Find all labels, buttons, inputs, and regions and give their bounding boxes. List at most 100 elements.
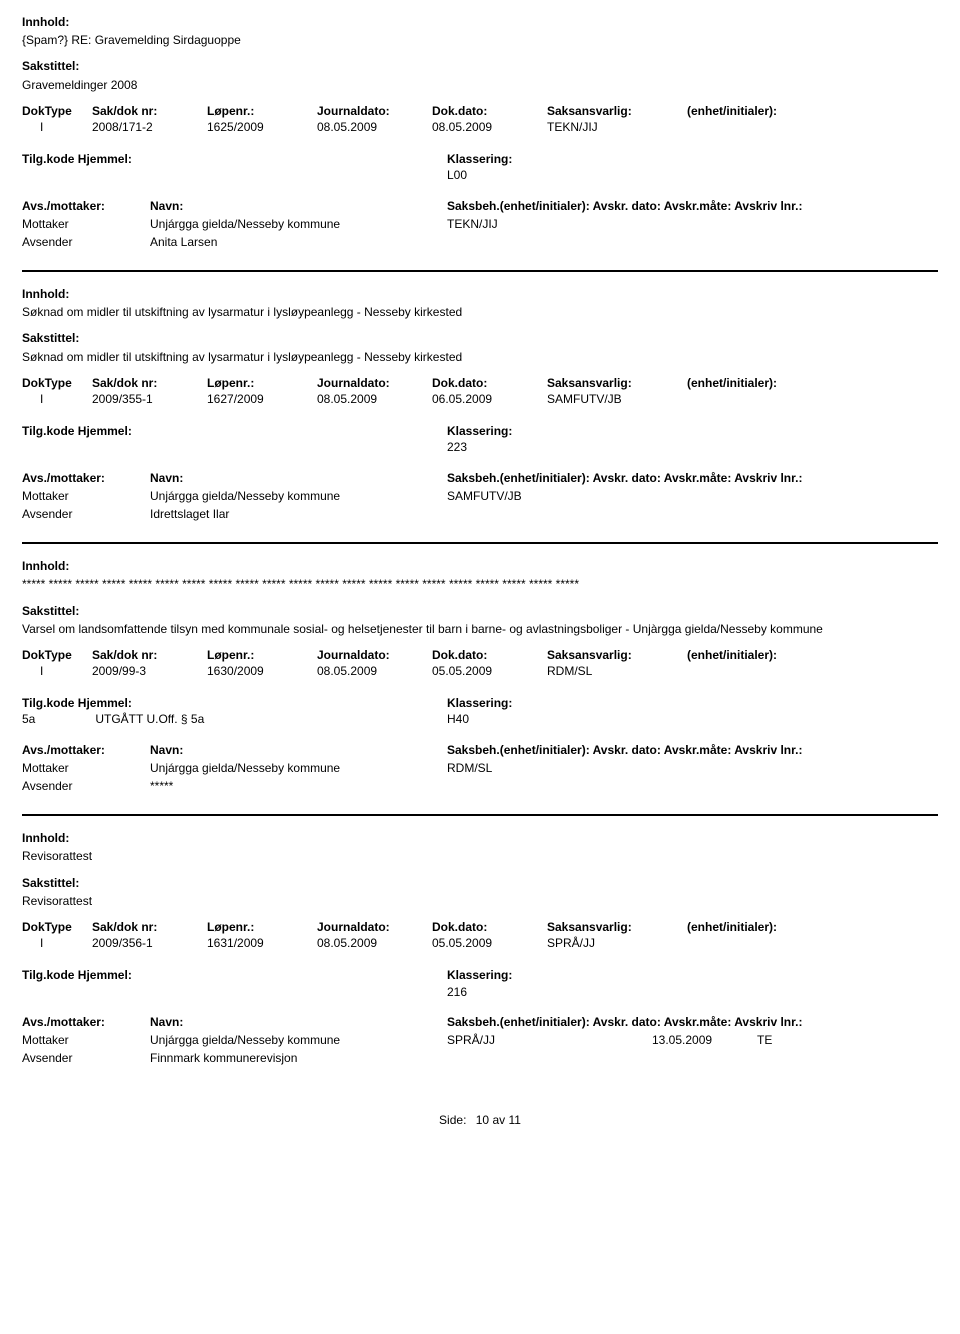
journaldato-label: Journaldato: [317,103,432,119]
avsender-navn: Anita Larsen [150,234,447,250]
avsender-label: Avsender [22,234,150,250]
saksbeh-header: Saksbeh.(enhet/initialer): Avskr. dato: … [447,1014,938,1030]
lopenr-value: 1631/2009 [207,935,317,951]
avsender-row: Avsender ***** [22,778,938,794]
saksansvarlig-label: Saksansvarlig: [547,375,687,391]
record-header-row: DokType I Sak/dok nr: 2008/171-2 Løpenr.… [22,103,938,135]
avsender-navn: Finnmark kommunerevisjon [150,1050,447,1066]
lopenr-value: 1630/2009 [207,663,317,679]
tilg-klass-row: Tilg.kode Hjemmel: Klassering: 223 [22,423,938,455]
tilgkode-label: Tilg.kode [22,968,74,982]
saksansvarlig-label: Saksansvarlig: [547,647,687,663]
saksansvarlig-label: Saksansvarlig: [547,919,687,935]
hjemmel-label: Hjemmel: [78,152,132,166]
innhold-text: ***** ***** ***** ***** ***** ***** ****… [22,576,938,592]
saksbeh-value: RDM/SL [447,760,652,776]
avsmottaker-label: Avs./mottaker: [22,198,150,214]
sakdok-value: 2009/355-1 [92,391,207,407]
lopenr-label: Løpenr.: [207,647,317,663]
avs-header-row: Avs./mottaker: Navn: Saksbeh.(enhet/init… [22,742,938,758]
journaldato-value: 08.05.2009 [317,119,432,135]
lopenr-label: Løpenr.: [207,919,317,935]
dokdato-value: 06.05.2009 [432,391,547,407]
sakstittel-label: Sakstittel: [22,875,938,891]
lopenr-value: 1627/2009 [207,391,317,407]
record-header-row: DokType I Sak/dok nr: 2009/99-3 Løpenr.:… [22,647,938,679]
journal-record: Innhold: Søknad om midler til utskiftnin… [22,286,938,544]
side-label: Side: [439,1113,466,1127]
klassering-label: Klassering: [447,151,512,167]
journal-record: Innhold: Revisorattest Sakstittel: Revis… [22,830,938,1086]
innhold-text: Søknad om midler til utskiftning av lysa… [22,304,938,320]
avs-header-row: Avs./mottaker: Navn: Saksbeh.(enhet/init… [22,470,938,486]
tilg-klass-row: Tilg.kode Hjemmel: 5a UTGÅTT U.Off. § 5a… [22,695,938,727]
doktype-label: DokType [22,919,92,935]
doktype-value: I [22,663,92,679]
enhet-label: (enhet/initialer): [687,919,837,935]
mottaker-label: Mottaker [22,488,150,504]
dokdato-value: 05.05.2009 [432,663,547,679]
enhet-label: (enhet/initialer): [687,647,837,663]
innhold-label: Innhold: [22,830,938,846]
saksansvarlig-value: TEKN/JIJ [547,119,687,135]
mottaker-row: Mottaker Unjárgga gielda/Nesseby kommune… [22,216,938,232]
innhold-text: {Spam?} RE: Gravemelding Sirdaguoppe [22,32,938,48]
tilgkode-value: 5a [22,711,92,727]
sakdok-value: 2009/99-3 [92,663,207,679]
saksbeh-header: Saksbeh.(enhet/initialer): Avskr. dato: … [447,198,938,214]
hjemmel-label: Hjemmel: [78,968,132,982]
sakdok-value: 2008/171-2 [92,119,207,135]
hjemmel-label: Hjemmel: [78,424,132,438]
hjemmel-label: Hjemmel: [78,696,132,710]
avsender-label: Avsender [22,1050,150,1066]
mottaker-navn: Unjárgga gielda/Nesseby kommune [150,760,447,776]
mottaker-label: Mottaker [22,760,150,776]
journaldato-value: 08.05.2009 [317,935,432,951]
sakstittel-label: Sakstittel: [22,603,938,619]
sakdok-label: Sak/dok nr: [92,103,207,119]
navn-label: Navn: [150,742,447,758]
mottaker-navn: Unjárgga gielda/Nesseby kommune [150,488,447,504]
klassering-value: H40 [447,711,512,727]
enhet-label: (enhet/initialer): [687,375,837,391]
page-footer: Side: 10 av 11 [22,1112,938,1128]
tilgkode-label: Tilg.kode [22,152,74,166]
dokdato-label: Dok.dato: [432,103,547,119]
saksbeh-header: Saksbeh.(enhet/initialer): Avskr. dato: … [447,470,938,486]
avs-header-row: Avs./mottaker: Navn: Saksbeh.(enhet/init… [22,198,938,214]
sakdok-value: 2009/356-1 [92,935,207,951]
avs-header-row: Avs./mottaker: Navn: Saksbeh.(enhet/init… [22,1014,938,1030]
navn-label: Navn: [150,198,447,214]
klassering-value: 223 [447,439,512,455]
lopenr-label: Løpenr.: [207,103,317,119]
avsender-row: Avsender Finnmark kommunerevisjon [22,1050,938,1066]
record-header-row: DokType I Sak/dok nr: 2009/355-1 Løpenr.… [22,375,938,407]
mottaker-row: Mottaker Unjárgga gielda/Nesseby kommune… [22,488,938,504]
doktype-label: DokType [22,647,92,663]
dokdato-label: Dok.dato: [432,919,547,935]
page-current: 10 [476,1113,489,1127]
doktype-value: I [22,391,92,407]
tilgkode-label: Tilg.kode [22,424,74,438]
avsender-navn: ***** [150,778,447,794]
innhold-label: Innhold: [22,558,938,574]
sakdok-label: Sak/dok nr: [92,375,207,391]
mottaker-navn: Unjárgga gielda/Nesseby kommune [150,1032,447,1048]
avsender-row: Avsender Anita Larsen [22,234,938,250]
sakstittel-text: Gravemeldinger 2008 [22,77,938,93]
saksansvarlig-value: SPRÅ/JJ [547,935,687,951]
saksbeh-value: SAMFUTV/JB [447,488,652,504]
innhold-label: Innhold: [22,14,938,30]
dokdato-label: Dok.dato: [432,375,547,391]
saksbeh-value: TEKN/JIJ [447,216,652,232]
enhet-label: (enhet/initialer): [687,103,837,119]
journaldato-label: Journaldato: [317,647,432,663]
tilg-klass-row: Tilg.kode Hjemmel: Klassering: L00 [22,151,938,183]
journaldato-label: Journaldato: [317,919,432,935]
klassering-value: L00 [447,167,512,183]
dokdato-value: 05.05.2009 [432,935,547,951]
klassering-value: 216 [447,984,512,1000]
hjemmel-value: UTGÅTT U.Off. § 5a [95,712,204,726]
innhold-text: Revisorattest [22,848,938,864]
lopenr-value: 1625/2009 [207,119,317,135]
